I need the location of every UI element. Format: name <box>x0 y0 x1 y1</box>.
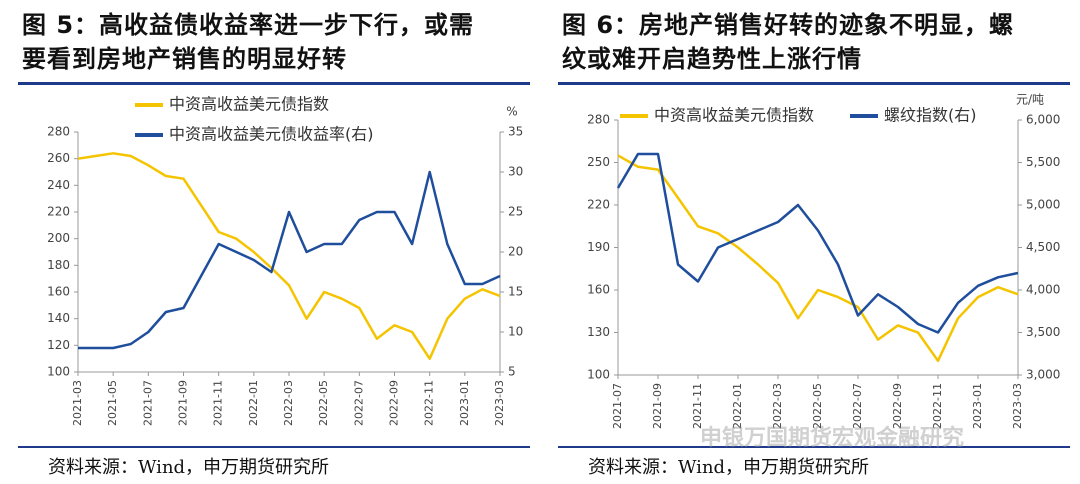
y-tick-label: 250 <box>587 155 610 169</box>
legend-label: 中资高收益美元债收益率(右) <box>169 125 374 144</box>
x-tick-label: 2021-09 <box>177 380 190 426</box>
x-tick-label: 2022-05 <box>811 383 824 429</box>
chart-title: 图 5：高收益债收益率进一步下行，或需要看到房地产销售的明显好转 <box>22 11 475 73</box>
y2-tick-label: 3,500 <box>1026 325 1060 339</box>
chart-title: 图 6：房地产销售好转的迹象不明显，螺纹或难开启趋势性上涨行情 <box>562 11 1015 73</box>
y-tick-label: 160 <box>587 283 610 297</box>
x-tick-label: 2022-09 <box>388 380 401 426</box>
x-tick-label: 2022-11 <box>931 383 944 429</box>
y-tick-label: 240 <box>47 178 70 192</box>
panel: 图 6：房地产销售好转的迹象不明显，螺纹或难开启趋势性上涨行情 100 130 16… <box>540 0 1080 484</box>
chart: 100 120 140 160 180 200 220 240 260 280 5 10 15 20 25 3… <box>47 95 523 426</box>
y-tick-label: 140 <box>47 311 70 325</box>
y-tick-label: 220 <box>47 205 70 219</box>
y2-tick-label: 3,000 <box>1026 368 1060 382</box>
source: 资料来源：Wind，申万期货研究所 <box>588 457 870 478</box>
y2-tick-label: 30 <box>508 165 523 179</box>
y-tick-label: 200 <box>47 231 70 245</box>
x-tick-label: 2023-01 <box>458 380 471 426</box>
y-tick-label: 100 <box>587 368 610 382</box>
legend-label: 中资高收益美元债指数 <box>654 106 814 125</box>
x-tick-label: 2022-03 <box>771 383 784 429</box>
y-tick-label: 180 <box>47 258 70 272</box>
x-tick-label: 2023-03 <box>1011 383 1024 429</box>
x-tick-label: 2021-07 <box>141 380 154 426</box>
y2-unit: % <box>506 105 517 119</box>
y2-tick-label: 5,000 <box>1026 198 1060 212</box>
x-tick-label: 2022-09 <box>891 383 904 429</box>
y-tick-label: 100 <box>47 365 70 379</box>
rule <box>18 82 530 85</box>
x-tick-label: 2022-05 <box>317 380 330 426</box>
x-tick-label: 2021-09 <box>651 383 664 429</box>
x-tick-label: 2021-11 <box>212 380 225 426</box>
y-tick-label: 280 <box>47 125 70 139</box>
y-tick-label: 120 <box>47 338 70 352</box>
y2-tick-label: 20 <box>508 245 523 259</box>
rule <box>558 82 1070 85</box>
x-tick-label: 2021-11 <box>691 383 704 429</box>
y-tick-label: 190 <box>587 240 610 254</box>
source: 资料来源：Wind，申万期货研究所 <box>48 457 330 478</box>
legend-label: 中资高收益美元债指数 <box>169 95 329 114</box>
series-line <box>617 154 1019 363</box>
series-line <box>78 170 501 350</box>
chart: 100 130 160 190 220 250 280 3,000 3,500 4,000 4,50… <box>587 93 1060 429</box>
x-tick-label: 2023-03 <box>493 380 506 426</box>
y2-tick-label: 35 <box>508 125 523 139</box>
y2-tick-label: 25 <box>508 205 523 219</box>
x-tick-label: 2022-07 <box>851 383 864 429</box>
series-line <box>77 152 501 360</box>
y2-tick-label: 4,000 <box>1026 283 1060 297</box>
x-tick-label: 2022-03 <box>282 380 295 426</box>
x-tick-label: 2022-01 <box>731 383 744 429</box>
x-tick-label: 2022-07 <box>352 380 365 426</box>
y2-tick-label: 10 <box>508 325 523 339</box>
x-tick-label: 2021-05 <box>106 380 119 426</box>
y-tick-label: 220 <box>587 198 610 212</box>
y2-unit: 元/吨 <box>1016 93 1044 107</box>
x-tick-label: 2021-03 <box>71 380 84 426</box>
x-tick-label: 2022-11 <box>423 380 436 426</box>
legend-label: 螺纹指数(右) <box>884 106 977 125</box>
rule <box>558 446 1070 448</box>
y2-tick-label: 15 <box>508 285 523 299</box>
panel: 图 5：高收益债收益率进一步下行，或需要看到房地产销售的明显好转 100 120 1… <box>18 11 530 478</box>
rule <box>18 446 530 448</box>
y2-tick-label: 6,000 <box>1026 113 1060 127</box>
y2-tick-label: 5 <box>508 365 516 379</box>
y-tick-label: 130 <box>587 325 610 339</box>
x-tick-label: 2022-01 <box>247 380 260 426</box>
y2-tick-label: 5,500 <box>1026 155 1060 169</box>
y2-tick-label: 4,500 <box>1026 240 1060 254</box>
y-tick-label: 260 <box>47 151 70 165</box>
y-tick-label: 160 <box>47 285 70 299</box>
x-tick-label: 2023-01 <box>971 383 984 429</box>
x-tick-label: 2021-07 <box>611 383 624 429</box>
y-tick-label: 280 <box>587 113 610 127</box>
watermark: 申银万国期货宏观金融研究 <box>700 426 965 451</box>
series-line <box>616 152 1019 334</box>
